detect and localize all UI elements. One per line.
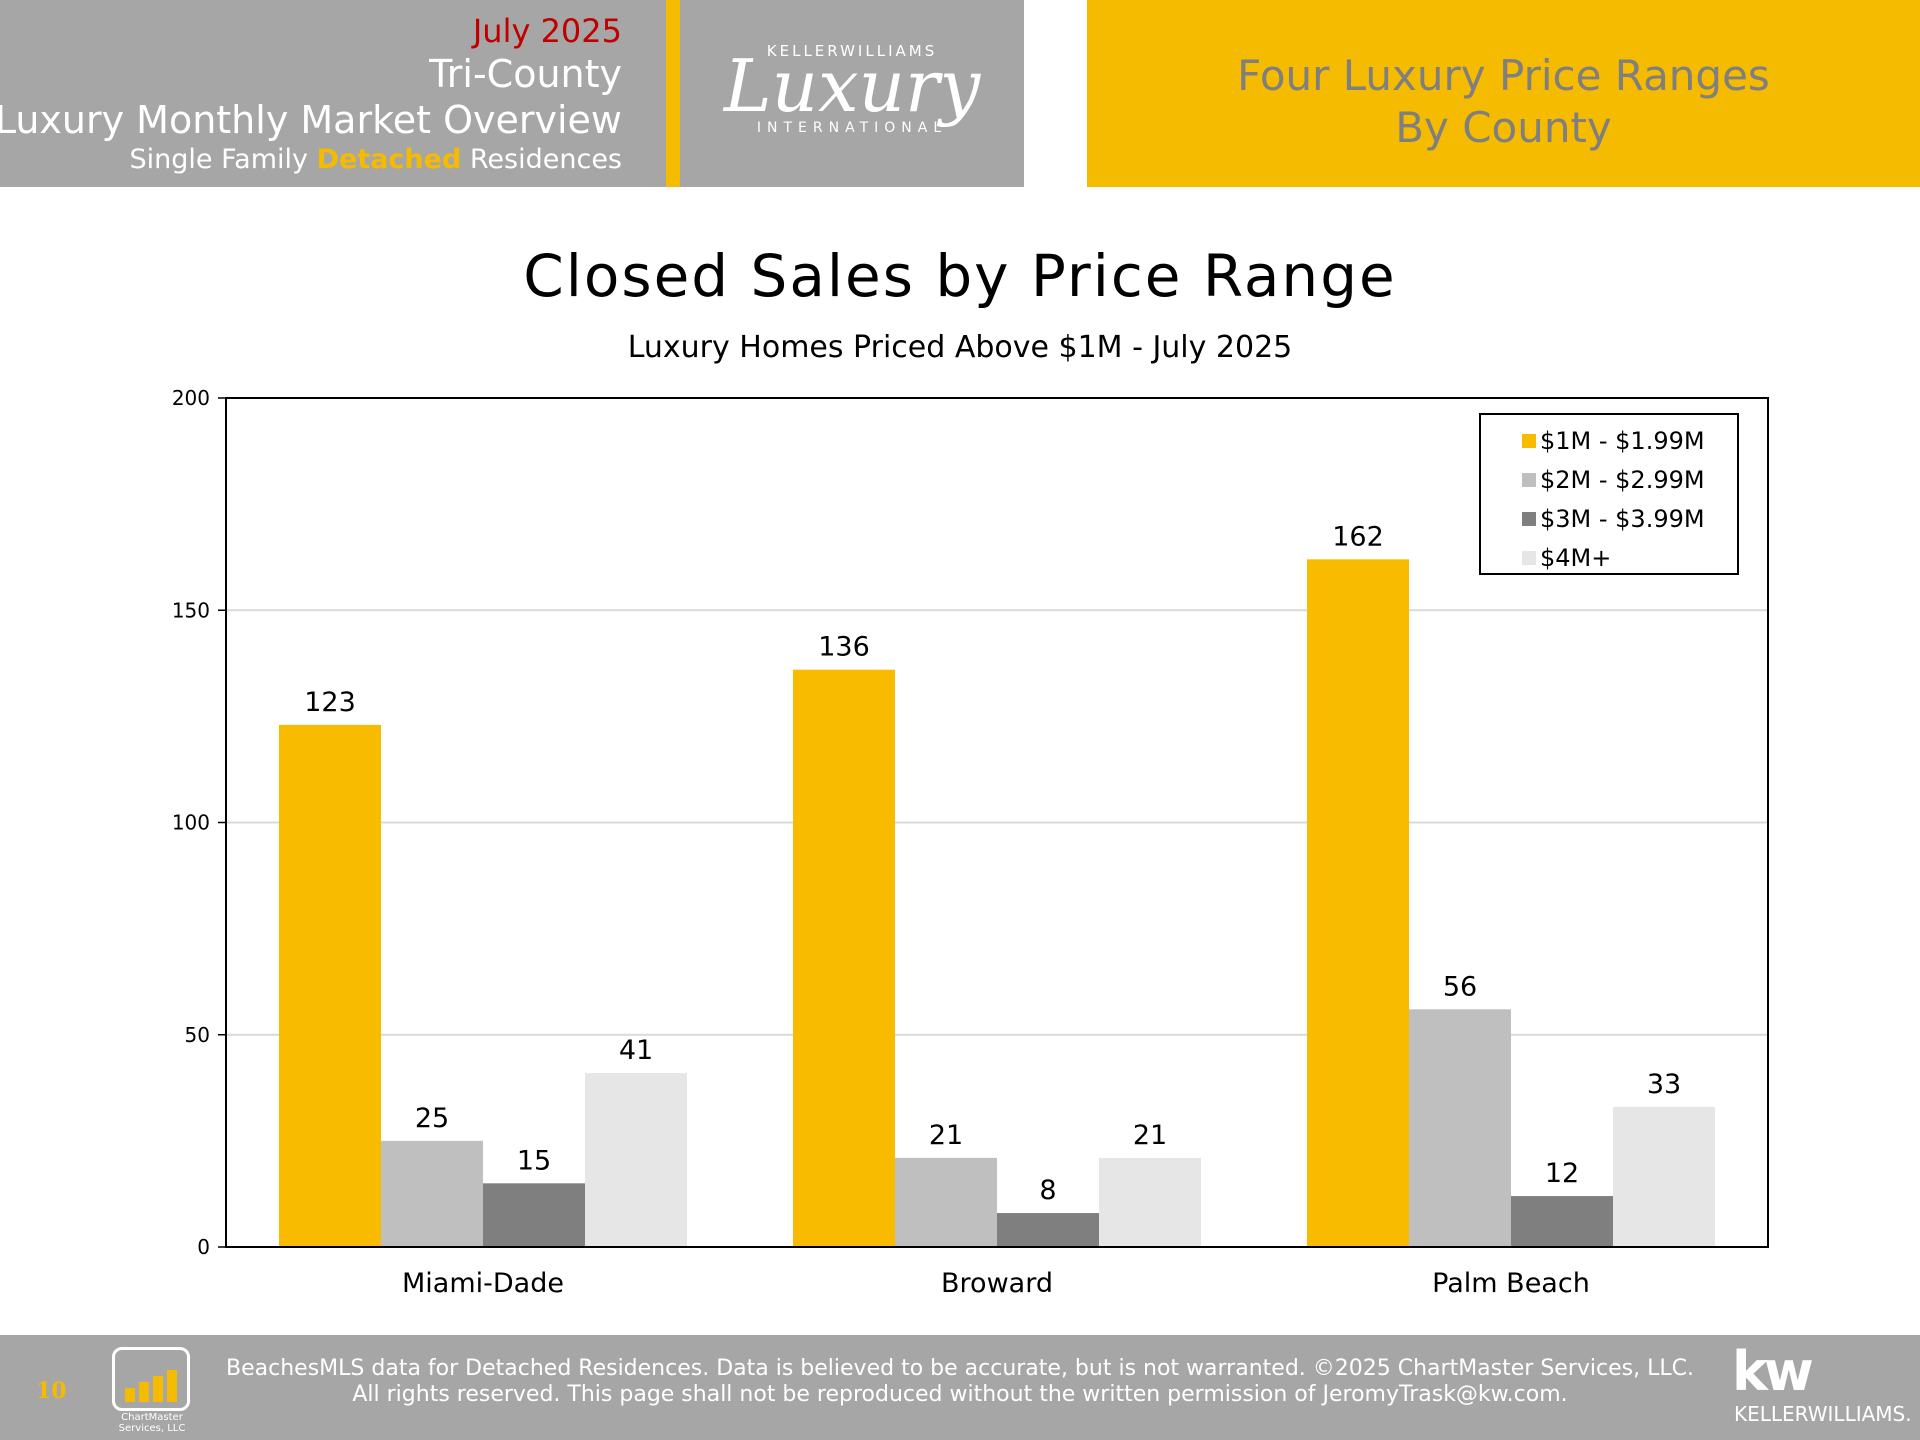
page-number: 10 (36, 1378, 67, 1404)
bar (585, 1072, 687, 1247)
data-label: 56 (1443, 971, 1477, 1002)
legend-label: $2M - $2.99M (1540, 466, 1705, 494)
kw-wordmark: KELLERWILLIAMS. (1734, 1402, 1912, 1426)
y-tick-label: 100 (172, 811, 210, 835)
bar (483, 1183, 585, 1247)
data-label: 41 (619, 1035, 653, 1066)
data-label: 25 (415, 1103, 449, 1134)
section-title-line1: Four Luxury Price Ranges (1237, 51, 1770, 100)
bar (793, 669, 895, 1247)
bar (1409, 1009, 1511, 1247)
report-date: July 2025 (472, 12, 622, 50)
report-subtitle: Single Family Detached Residences (130, 144, 622, 175)
header-right-panel: Four Luxury Price Ranges By County (1087, 0, 1920, 187)
bar (1613, 1106, 1715, 1247)
data-label: 8 (1039, 1175, 1056, 1206)
section-title: Four Luxury Price Ranges By County (1087, 50, 1920, 154)
bar (381, 1140, 483, 1247)
plot-border (225, 397, 1769, 1248)
chartmaster-logo-label: ChartMaster Services, LLC (102, 1412, 202, 1434)
bar (279, 724, 381, 1247)
logo-kellerwilliams-text: KELLERWILLIAMS (766, 42, 938, 60)
header-divider-bar (666, 0, 680, 187)
data-label: 33 (1647, 1069, 1681, 1100)
y-tick-label: 50 (185, 1023, 210, 1047)
footer-disclaimer-line1: BeachesMLS data for Detached Residences.… (226, 1356, 1694, 1381)
chart-subtitle: Luxury Homes Priced Above $1M - July 202… (627, 330, 1293, 365)
y-tick-label: 150 (172, 598, 210, 622)
report-title: Luxury Monthly Market Overview (0, 98, 622, 142)
subtitle-pre: Single Family (129, 144, 317, 175)
subtitle-highlight: Detached (316, 144, 462, 175)
y-tick-label: 200 (172, 386, 210, 410)
header-left-panel (0, 0, 666, 187)
logo-luxury-script: Luxury (723, 44, 981, 128)
data-label: 162 (1332, 521, 1384, 552)
chartmaster-logo-label-line2: Services, LLC (118, 1423, 186, 1434)
legend-label: $1M - $1.99M (1540, 427, 1705, 455)
chartmaster-logo-bar (125, 1388, 135, 1402)
bar (1099, 1157, 1201, 1247)
legend-swatch (1522, 434, 1536, 448)
data-label: 136 (818, 632, 870, 663)
legend-swatch (1522, 551, 1536, 565)
luxury-logo-panel: KELLERWILLIAMS Luxury INTERNATIONAL (680, 0, 1024, 187)
chart-title: Closed Sales by Price Range (523, 242, 1397, 310)
bar (1511, 1196, 1613, 1247)
x-tick-label: Palm Beach (1432, 1268, 1590, 1299)
legend-label: $3M - $3.99M (1540, 505, 1705, 533)
data-label: 21 (929, 1120, 963, 1151)
kw-logo: kw (1732, 1340, 1814, 1403)
chartmaster-logo-icon (112, 1347, 190, 1411)
legend-label: $4M+ (1540, 544, 1611, 572)
footer-bar (0, 1335, 1920, 1440)
subtitle-post: Residences (461, 144, 622, 175)
legend-swatch (1522, 473, 1536, 487)
chartmaster-logo-label-line1: ChartMaster (121, 1412, 183, 1423)
data-label: 123 (304, 687, 356, 718)
chartmaster-logo-bar (139, 1382, 149, 1402)
legend-swatch (1522, 512, 1536, 526)
chartmaster-logo-bar (153, 1376, 163, 1402)
data-label: 21 (1133, 1120, 1167, 1151)
bar (1307, 559, 1409, 1247)
data-label: 12 (1545, 1158, 1579, 1189)
logo-international-text: INTERNATIONAL (756, 120, 948, 136)
section-title-line2: By County (1395, 103, 1612, 152)
bar (895, 1157, 997, 1247)
x-tick-label: Miami-Dade (402, 1268, 564, 1299)
report-region: Tri-County (429, 52, 622, 96)
bar (997, 1213, 1099, 1247)
x-tick-label: Broward (941, 1268, 1053, 1299)
chartmaster-logo-bar (167, 1370, 177, 1402)
y-tick-label: 0 (197, 1235, 210, 1259)
data-label: 15 (517, 1145, 551, 1176)
footer-disclaimer-line2: All rights reserved. This page shall not… (352, 1382, 1568, 1407)
